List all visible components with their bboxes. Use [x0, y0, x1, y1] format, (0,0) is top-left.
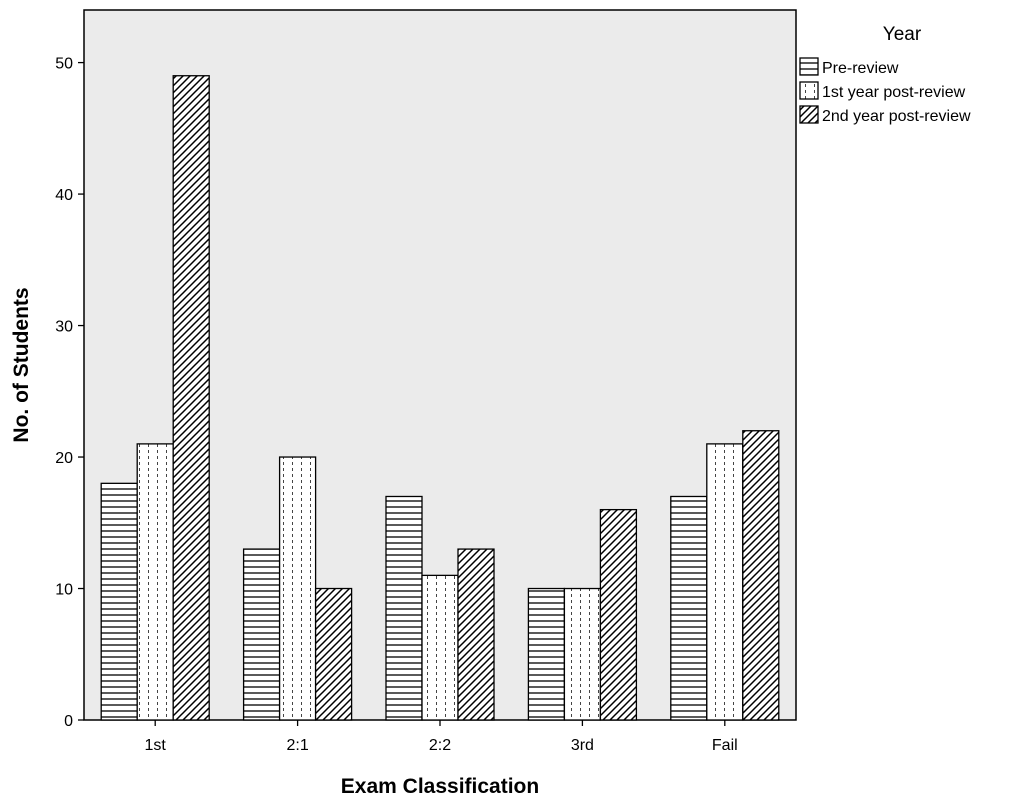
bar-fail-series-1 — [670, 495, 708, 721]
bar-22-series-3 — [457, 548, 495, 721]
x-axis-title: Exam Classification — [341, 775, 539, 798]
y-axis: 0 10 20 30 40 50 — [55, 56, 84, 730]
bar-fail-series-2 — [706, 443, 744, 721]
y-tick-label: 0 — [64, 713, 73, 730]
x-tick-label: 2:2 — [429, 737, 451, 754]
bar-3rd-series-3 — [599, 508, 638, 721]
bar-3rd-series-2 — [563, 587, 602, 721]
bar-3rd-series-1 — [527, 587, 566, 721]
y-tick-label: 20 — [55, 450, 73, 467]
x-tick-label: 3rd — [571, 737, 594, 754]
x-tick-label: Fail — [712, 737, 738, 754]
bar-21-series-1 — [242, 548, 281, 721]
bars — [100, 75, 780, 721]
legend-items: Pre-review 1st year post-review 2nd year p… — [799, 57, 971, 125]
bar-1st-series-3 — [172, 75, 210, 721]
legend-swatch — [799, 105, 819, 124]
legend: Year Pre-review 1st year post-review 2nd y… — [799, 24, 971, 125]
y-tick-label: 50 — [55, 56, 73, 73]
x-axis: 1st 2:1 2:2 3rd Fail — [145, 720, 738, 754]
legend-swatch — [799, 81, 819, 100]
y-tick-label: 10 — [55, 582, 73, 599]
legend-swatch — [799, 57, 819, 76]
bar-22-series-2 — [421, 574, 459, 721]
x-tick-label: 1st — [145, 737, 167, 754]
bar-22-series-1 — [385, 495, 423, 721]
legend-label: Pre-review — [822, 60, 899, 77]
bar-1st-series-2 — [136, 443, 174, 721]
bar-fail-series-3 — [742, 430, 780, 721]
bar-21-series-3 — [314, 587, 353, 721]
x-tick-label: 2:1 — [286, 737, 308, 754]
legend-title: Year — [883, 24, 922, 45]
bar-1st-series-1 — [100, 482, 138, 721]
y-axis-title: No. of Students — [10, 287, 33, 442]
bar-21-series-2 — [278, 456, 317, 721]
legend-label: 2nd year post-review — [822, 108, 971, 125]
legend-label: 1st year post-review — [822, 84, 966, 101]
y-tick-label: 40 — [55, 187, 73, 204]
y-tick-label: 30 — [55, 319, 73, 336]
